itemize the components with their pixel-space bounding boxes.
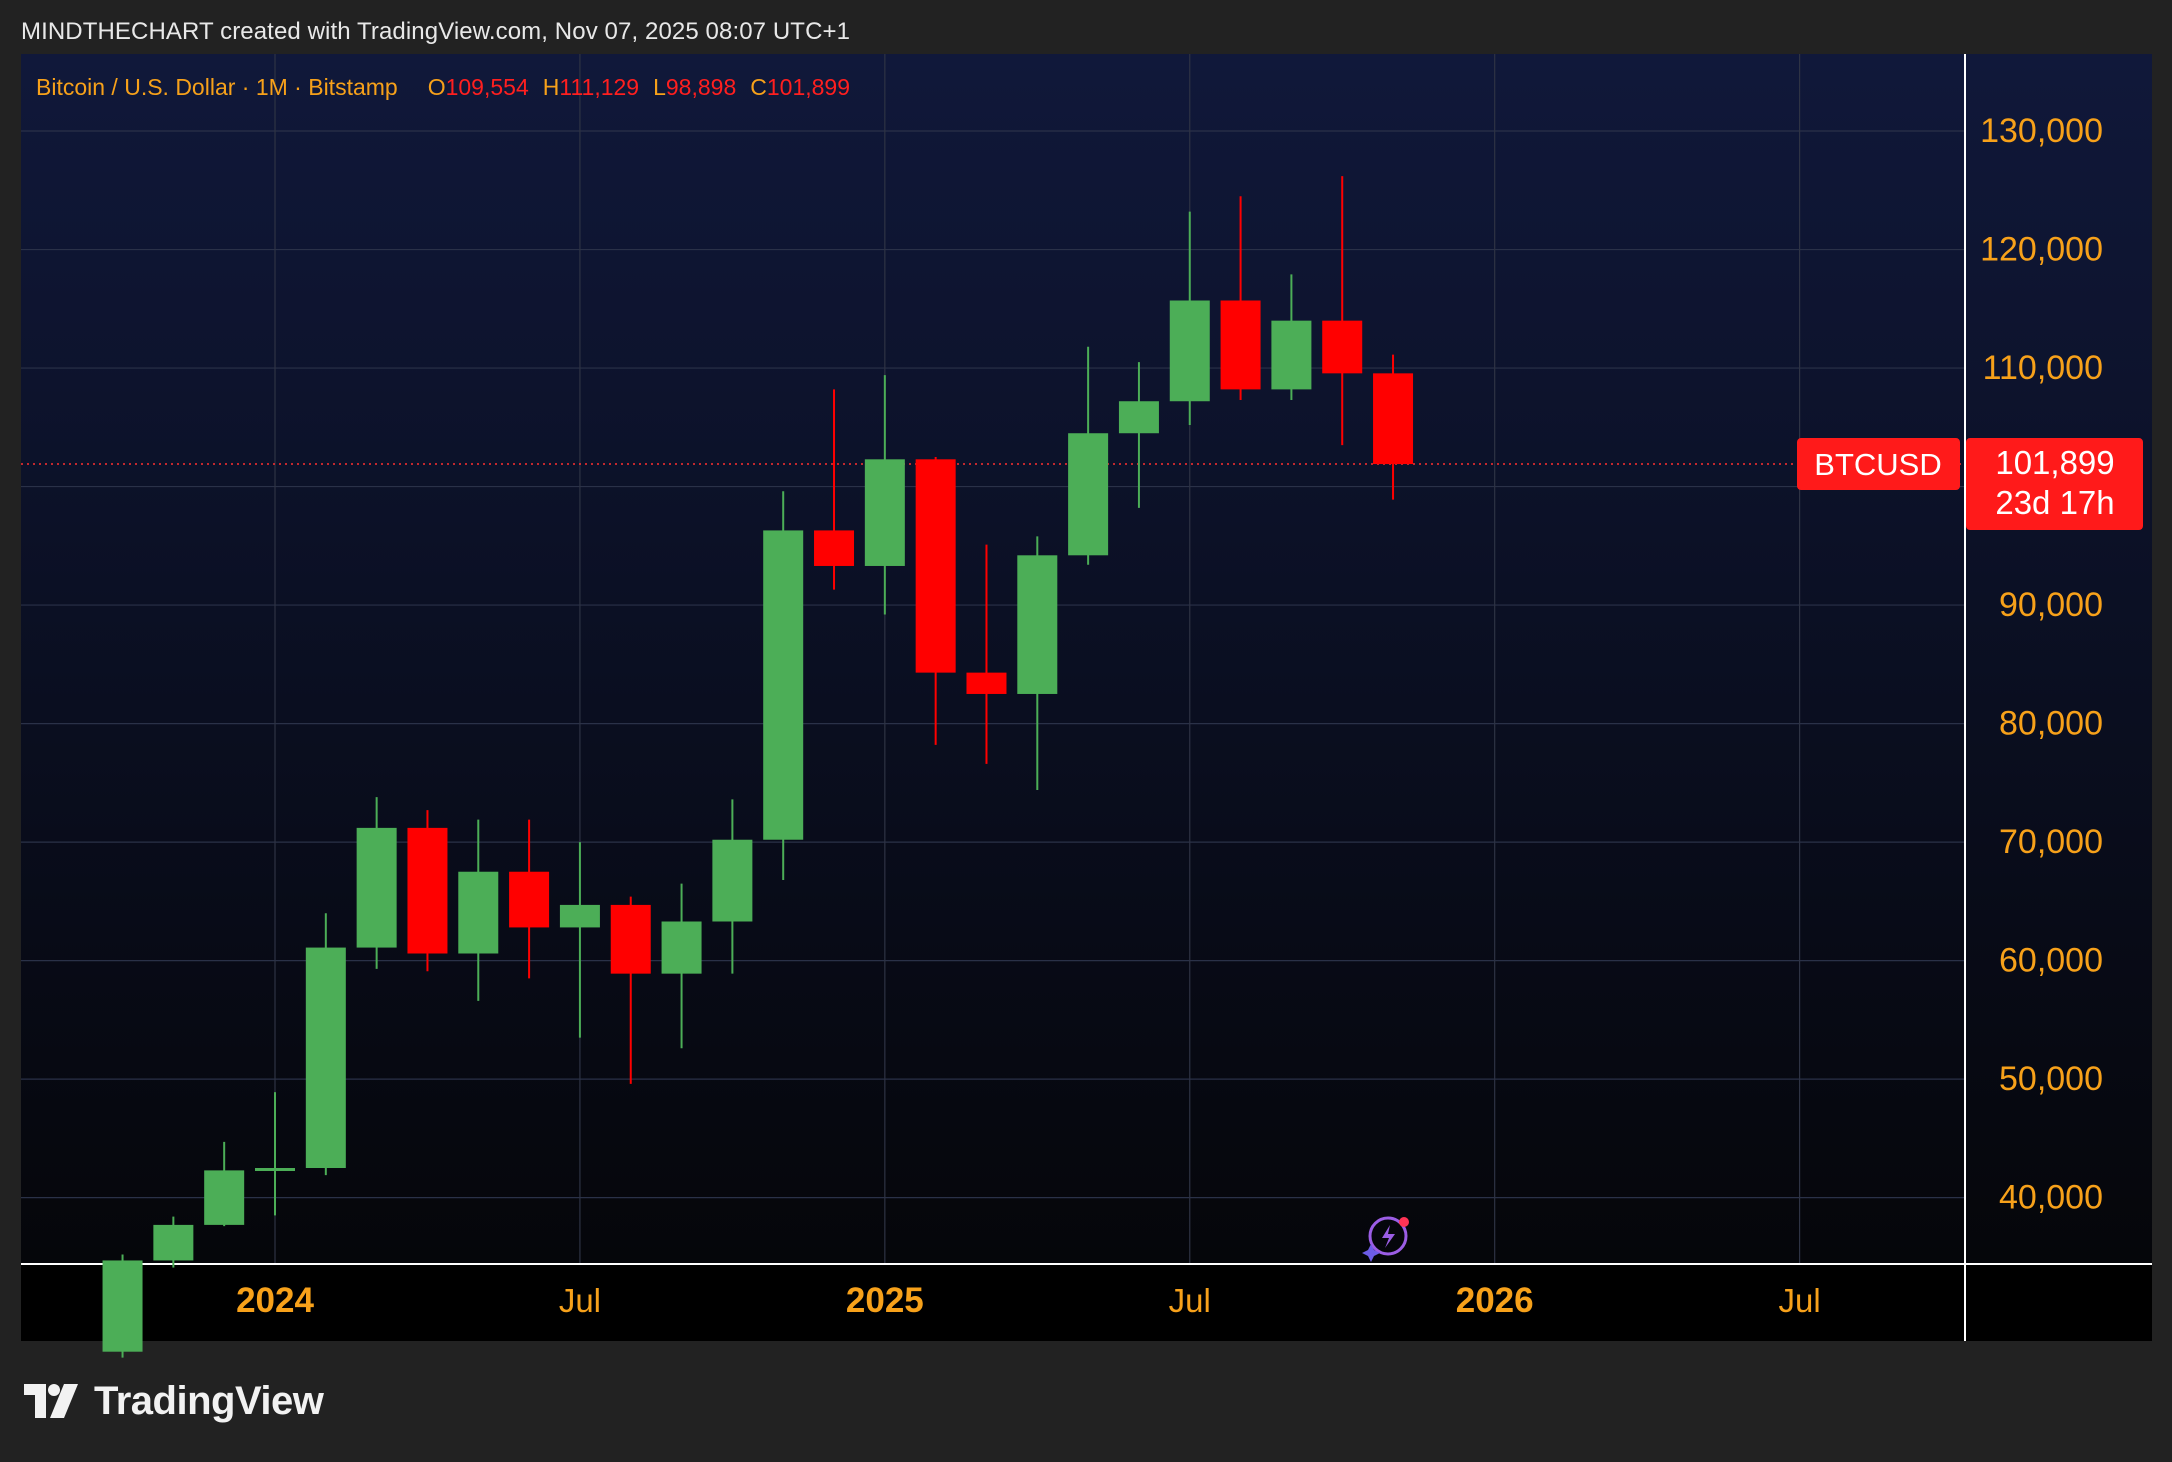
candle-body [1017,555,1058,694]
sparkle-icon[interactable] [1362,1216,1409,1262]
candle[interactable] [1017,536,1058,790]
candle-body [458,871,499,954]
candle-body [509,871,550,928]
price-axis-label: 80,000 [1999,705,2103,743]
price-axis-label: 70,000 [1999,823,2103,861]
candle[interactable] [305,913,346,1176]
vertical-gridlines [274,54,1801,1264]
price-tag-value: 101,899 [1995,444,2114,481]
time-axis-label: Jul [559,1282,601,1319]
time-axis-label: Jul [1169,1282,1211,1319]
high-label: H [542,74,560,100]
time-axis-background[interactable] [21,1264,2152,1341]
candle[interactable] [966,544,1007,764]
candle[interactable] [356,797,397,969]
symbol-tag [1797,438,1960,491]
price-tag-countdown: 23d 17h [1995,484,2114,521]
tradingview-brand[interactable]: TradingView [24,1373,324,1429]
candle[interactable] [407,810,448,972]
candle[interactable] [1271,274,1312,401]
candle[interactable] [814,389,855,590]
open-value: 109,554 [445,74,529,100]
candle-body [1118,401,1159,434]
candle-body [407,827,448,954]
candle[interactable] [102,1254,143,1358]
candle-body [255,1168,295,1172]
open-label: O [427,74,446,100]
candle[interactable] [1373,354,1414,500]
candle[interactable] [458,819,499,1001]
price-axis-label: 50,000 [1999,1060,2103,1098]
symbol-title: Bitcoin / U.S. Dollar · 1M · Bitstamp [36,74,398,100]
candle-body [1169,300,1210,402]
candle[interactable] [255,1092,295,1216]
candles [102,176,1414,1358]
symbol-tag-label: BTCUSD [1814,447,1941,482]
candle-body [153,1224,194,1261]
candle[interactable] [1322,176,1363,446]
candle[interactable] [509,819,550,979]
candle-body [305,947,346,1169]
candle[interactable] [610,896,651,1084]
candle-body [1322,320,1363,374]
candle-body [1373,373,1414,465]
candle-body [559,904,600,928]
candle-body [1271,320,1312,390]
candle[interactable] [712,799,753,974]
candle-body [814,530,855,566]
low-label: L [653,74,666,100]
candle-body [1220,300,1261,390]
candle-body [712,839,753,922]
chart-credit: MINDTHECHART created with TradingView.co… [21,18,851,45]
price-tag [1966,438,2143,531]
last-price-tag: BTCUSD 101,899 23d 17h [1797,438,2143,531]
candle[interactable] [864,375,905,615]
price-axis-label: 110,000 [1983,349,2103,387]
candle[interactable] [763,491,804,881]
candle-body [1068,433,1109,556]
time-axis-label: 2025 [846,1281,924,1320]
time-axis-label: 2024 [236,1281,314,1320]
candle-body [102,1260,143,1352]
candle-body [661,921,702,974]
candle-body [763,530,804,840]
candle[interactable] [1068,346,1109,565]
candle[interactable] [1220,196,1261,401]
candle-body [356,827,397,948]
high-value: 111,129 [559,74,640,100]
price-axis-label: 130,000 [1980,112,2103,150]
candle[interactable] [915,456,956,745]
tradingview-wordmark: TradingView [94,1378,324,1423]
price-axis-label: 120,000 [1980,231,2103,269]
close-label: C [750,74,767,100]
candle-body [204,1170,245,1225]
close-value: 101,899 [766,74,851,100]
candle[interactable] [559,842,600,1038]
candle-body [610,904,651,974]
time-axis-label: Jul [1779,1282,1821,1319]
candle-body [966,672,1007,694]
price-axis-label: 60,000 [1999,942,2103,980]
time-axis-labels: 2024 Jul 2025 Jul 2026 Jul [236,1281,1821,1320]
candle[interactable] [1169,211,1210,425]
low-value: 98,898 [665,74,737,100]
candle[interactable] [1118,362,1159,508]
candle[interactable] [153,1216,194,1268]
time-axis-label: 2026 [1456,1281,1534,1320]
price-axis-label: 40,000 [1999,1179,2103,1217]
tradingview-logo-icon [24,1384,78,1418]
candle-body [915,459,956,673]
candle[interactable] [204,1141,245,1227]
price-axis-label: 90,000 [1999,586,2103,624]
price-axis-labels: 40,000 50,000 60,000 70,000 80,000 90,000 110,… [1980,112,2103,1217]
candle-body [864,459,905,566]
candle[interactable] [661,883,702,1049]
price-axis-background[interactable] [1965,54,2152,1264]
